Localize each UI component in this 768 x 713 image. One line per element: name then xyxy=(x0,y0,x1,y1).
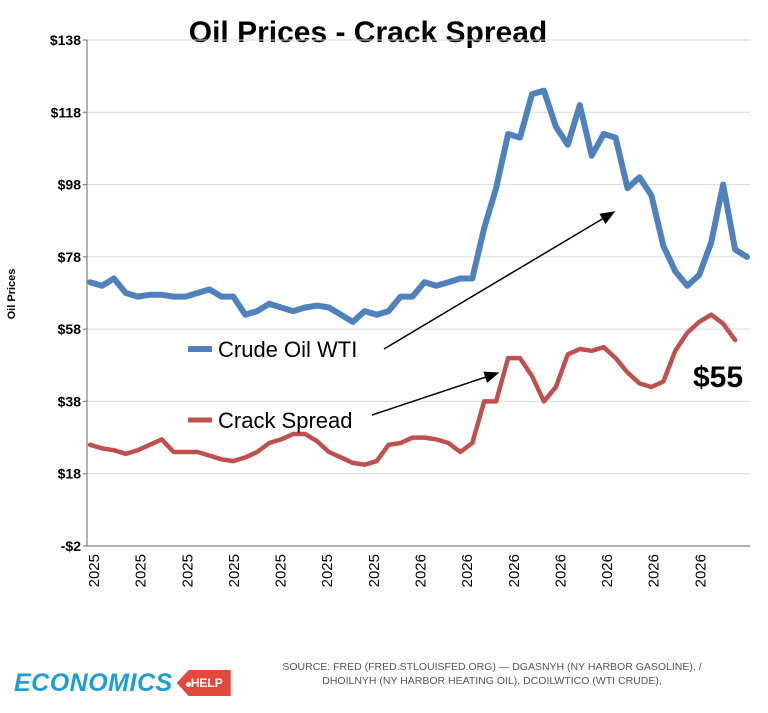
x-tick-label: 2025 xyxy=(366,554,383,587)
x-tick-label: 2026 xyxy=(692,554,709,587)
y-tick-label: $78 xyxy=(58,249,82,265)
x-tick-label: 2026 xyxy=(599,554,616,587)
y-tick-label: $98 xyxy=(58,177,82,193)
annotation-arrows xyxy=(371,211,616,416)
x-tick-label: 2025 xyxy=(226,554,243,587)
source-line-2: DHOILNYH (NY HARBOR HEATING OIL), DCOILW… xyxy=(322,675,662,687)
legend: Crude Oil WTI Crack Spread xyxy=(188,337,357,433)
x-tick-label: 2025 xyxy=(319,554,336,587)
y-tick-label: $138 xyxy=(50,32,81,48)
callout-latest-value: $55 xyxy=(693,361,743,394)
y-tick-label: $118 xyxy=(51,104,82,120)
arrow-crack-spread xyxy=(371,371,500,416)
x-tick-label: 2026 xyxy=(506,554,523,587)
x-tick-label: 2026 xyxy=(459,554,476,587)
logo-tag-text: HELP xyxy=(190,676,223,690)
y-tick-label: $18 xyxy=(58,466,82,482)
series-line-crude-oil-wti xyxy=(87,87,750,325)
x-tick-label: 2025 xyxy=(179,554,196,587)
x-tick-label: 2025 xyxy=(273,554,290,587)
y-tick-label: -$2 xyxy=(61,538,81,554)
legend-label-crude-oil: Crude Oil WTI xyxy=(218,337,357,362)
x-tick-label: 2025 xyxy=(86,554,103,587)
logo-word: ECONOMICS xyxy=(14,668,173,697)
x-tick-label: 2026 xyxy=(646,554,663,587)
source-note: SOURCE: FRED (FRED.STLOUISFED.ORG) — DGA… xyxy=(232,660,752,688)
logo-tag: HELP xyxy=(176,670,231,696)
x-tick-label: 2025 xyxy=(133,554,150,587)
legend-label-crack-spread: Crack Spread xyxy=(218,408,353,433)
y-axis-ticks: -$2 $18 $38 $58 $78 $98 $118 $138 xyxy=(50,32,87,554)
source-line-1: SOURCE: FRED (FRED.STLOUISFED.ORG) — DGA… xyxy=(282,661,702,673)
series-line-crack-spread xyxy=(87,312,738,467)
x-axis-ticks: 2025 2025 2025 2025 2025 2025 2025 2026 2026 2026… xyxy=(86,554,709,587)
series-lines xyxy=(87,87,750,467)
chart-title: Oil Prices - Crack Spread xyxy=(189,16,548,49)
x-tick-label: 2026 xyxy=(552,554,569,587)
economics-help-logo: ECONOMICS HELP xyxy=(14,668,231,698)
gridlines xyxy=(86,39,750,547)
y-axis-label: Oil Prices xyxy=(6,269,18,320)
y-tick-label: $58 xyxy=(58,321,82,337)
logo-dot-icon xyxy=(185,682,191,687)
arrow-crude-oil xyxy=(383,211,616,350)
x-tick-label: 2026 xyxy=(413,554,430,587)
y-tick-label: $38 xyxy=(58,393,82,409)
